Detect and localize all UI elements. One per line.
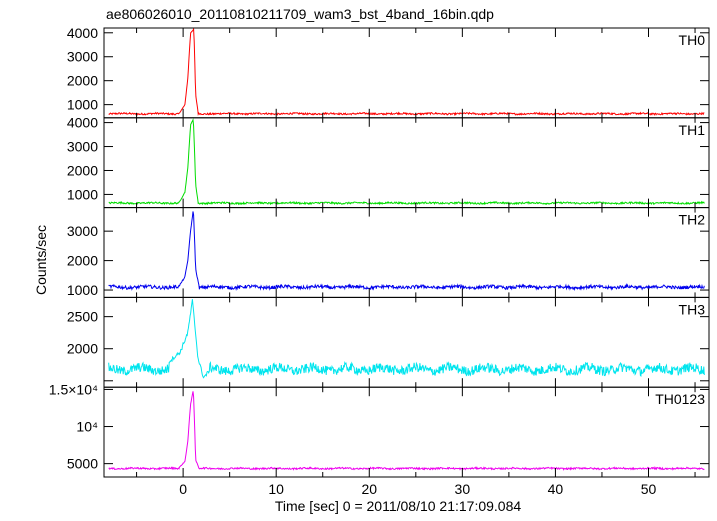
y-tick-label: 1.5×10⁴ <box>49 381 98 397</box>
y-tick-label: 3000 <box>67 49 98 65</box>
panel-frame <box>103 296 710 388</box>
y-axis-label: Counts/sec <box>33 225 49 295</box>
y-tick-label: 10⁴ <box>76 419 98 435</box>
series-line-th3 <box>108 299 705 379</box>
chart-title: ae806026010_20110810211709_wam3_bst_4ban… <box>106 6 494 22</box>
series-line-th2 <box>108 211 705 292</box>
y-tick-label: 1000 <box>67 186 98 202</box>
series-line-th0123 <box>108 391 705 471</box>
y-tick-label: 3000 <box>67 139 98 155</box>
panel-th1: 1000 2000 3000 4000 TH1 <box>67 115 710 209</box>
x-axis-label: Time [sec] 0 = 2011/08/10 21:17:09.084 <box>275 498 522 514</box>
series-line-th1 <box>108 118 705 206</box>
panel-th0123: 5000 10⁴ 1.5×10⁴ TH0123 <box>49 381 710 478</box>
x-tick-label: 30 <box>455 481 471 497</box>
y-tick-label: 2000 <box>67 73 98 89</box>
y-tick-label: 2000 <box>67 162 98 178</box>
panel-label: TH2 <box>679 212 706 228</box>
series-line-th0 <box>108 27 705 117</box>
x-tick-label: 20 <box>361 481 377 497</box>
panel-th2: 1000 2000 3000 TH2 <box>67 207 710 298</box>
y-tick-label: 1000 <box>67 282 98 298</box>
y-tick-label: 2000 <box>67 253 98 269</box>
panel-label: TH3 <box>679 301 706 317</box>
y-tick-label: 4000 <box>67 115 98 131</box>
x-tick-label: 0 <box>179 481 187 497</box>
panel-th3: 2000 2500 TH3 <box>67 296 710 388</box>
panel-label: TH1 <box>679 122 706 138</box>
x-tick-label: 40 <box>548 481 564 497</box>
y-tick-label: 4000 <box>67 25 98 41</box>
y-tick-label: 2000 <box>67 341 98 357</box>
y-tick-label: 1000 <box>67 97 98 113</box>
panel-label: TH0 <box>679 32 706 48</box>
panel-frame <box>103 386 710 478</box>
panel-label: TH0123 <box>655 391 705 407</box>
y-tick-label: 3000 <box>67 223 98 239</box>
x-tick-label: 10 <box>268 481 284 497</box>
panel-th0: 1000 2000 3000 4000 TH0 <box>67 25 710 119</box>
y-tick-label: 2500 <box>67 309 98 325</box>
x-tick-label: 50 <box>641 481 657 497</box>
y-tick-label: 5000 <box>67 456 98 472</box>
